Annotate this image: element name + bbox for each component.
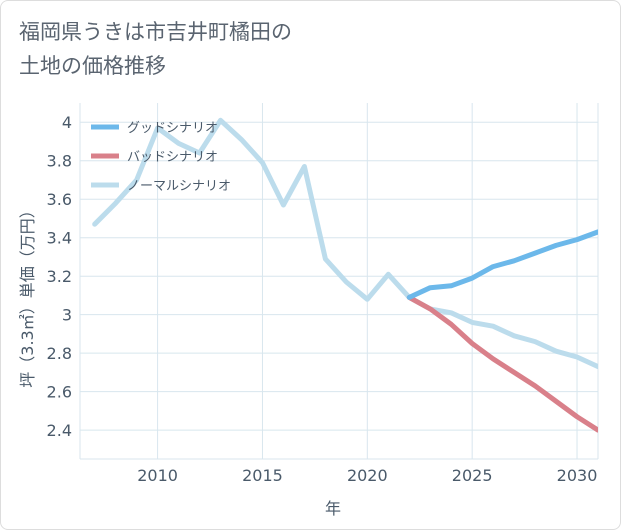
y-tick-label: 2.6: [47, 383, 72, 402]
series-line-2: [92, 117, 598, 370]
legend-label[interactable]: グッドシナリオ: [127, 121, 218, 136]
chart-title-line-1: 福岡県うきは市吉井町橘田の: [19, 20, 292, 44]
chart-title-line-2: 土地の価格推移: [19, 54, 166, 78]
legend-label[interactable]: ノーマルシナリオ: [127, 179, 231, 194]
y-tick-label: 2.4: [47, 421, 72, 440]
y-tick-label: 3.4: [47, 229, 72, 248]
x-tick-label: 2025: [452, 466, 493, 485]
y-axis-title: 坪（3.3㎡）単価（万円）: [18, 202, 37, 387]
legend-label[interactable]: バッドシナリオ: [127, 150, 218, 165]
y-tick-label: 3.6: [47, 190, 72, 209]
x-tick-label: 2020: [347, 466, 388, 485]
series-line-1: [406, 294, 598, 433]
y-tick-label: 4: [62, 113, 72, 132]
y-tick-label: 3: [62, 306, 72, 325]
x-tick-label: 2010: [137, 466, 178, 485]
chart-title: 福岡県うきは市吉井町橘田の 土地の価格推移: [19, 15, 579, 83]
y-tick-label: 3.2: [47, 267, 72, 286]
x-tick-label: 2030: [557, 466, 598, 485]
y-tick-label: 3.8: [47, 152, 72, 171]
y-tick-label: 2.8: [47, 344, 72, 363]
x-axis-title: 年: [325, 499, 341, 518]
x-tick-label: 2015: [242, 466, 283, 485]
series-line-0: [406, 229, 598, 300]
x-axis-ticks: 2010 2015 2020 2025 2030: [137, 466, 597, 485]
y-axis-ticks: 2.4 2.6 2.8 3 3.2 3.4 3.6 3.8 4: [47, 113, 72, 440]
series-lines: [92, 117, 598, 433]
